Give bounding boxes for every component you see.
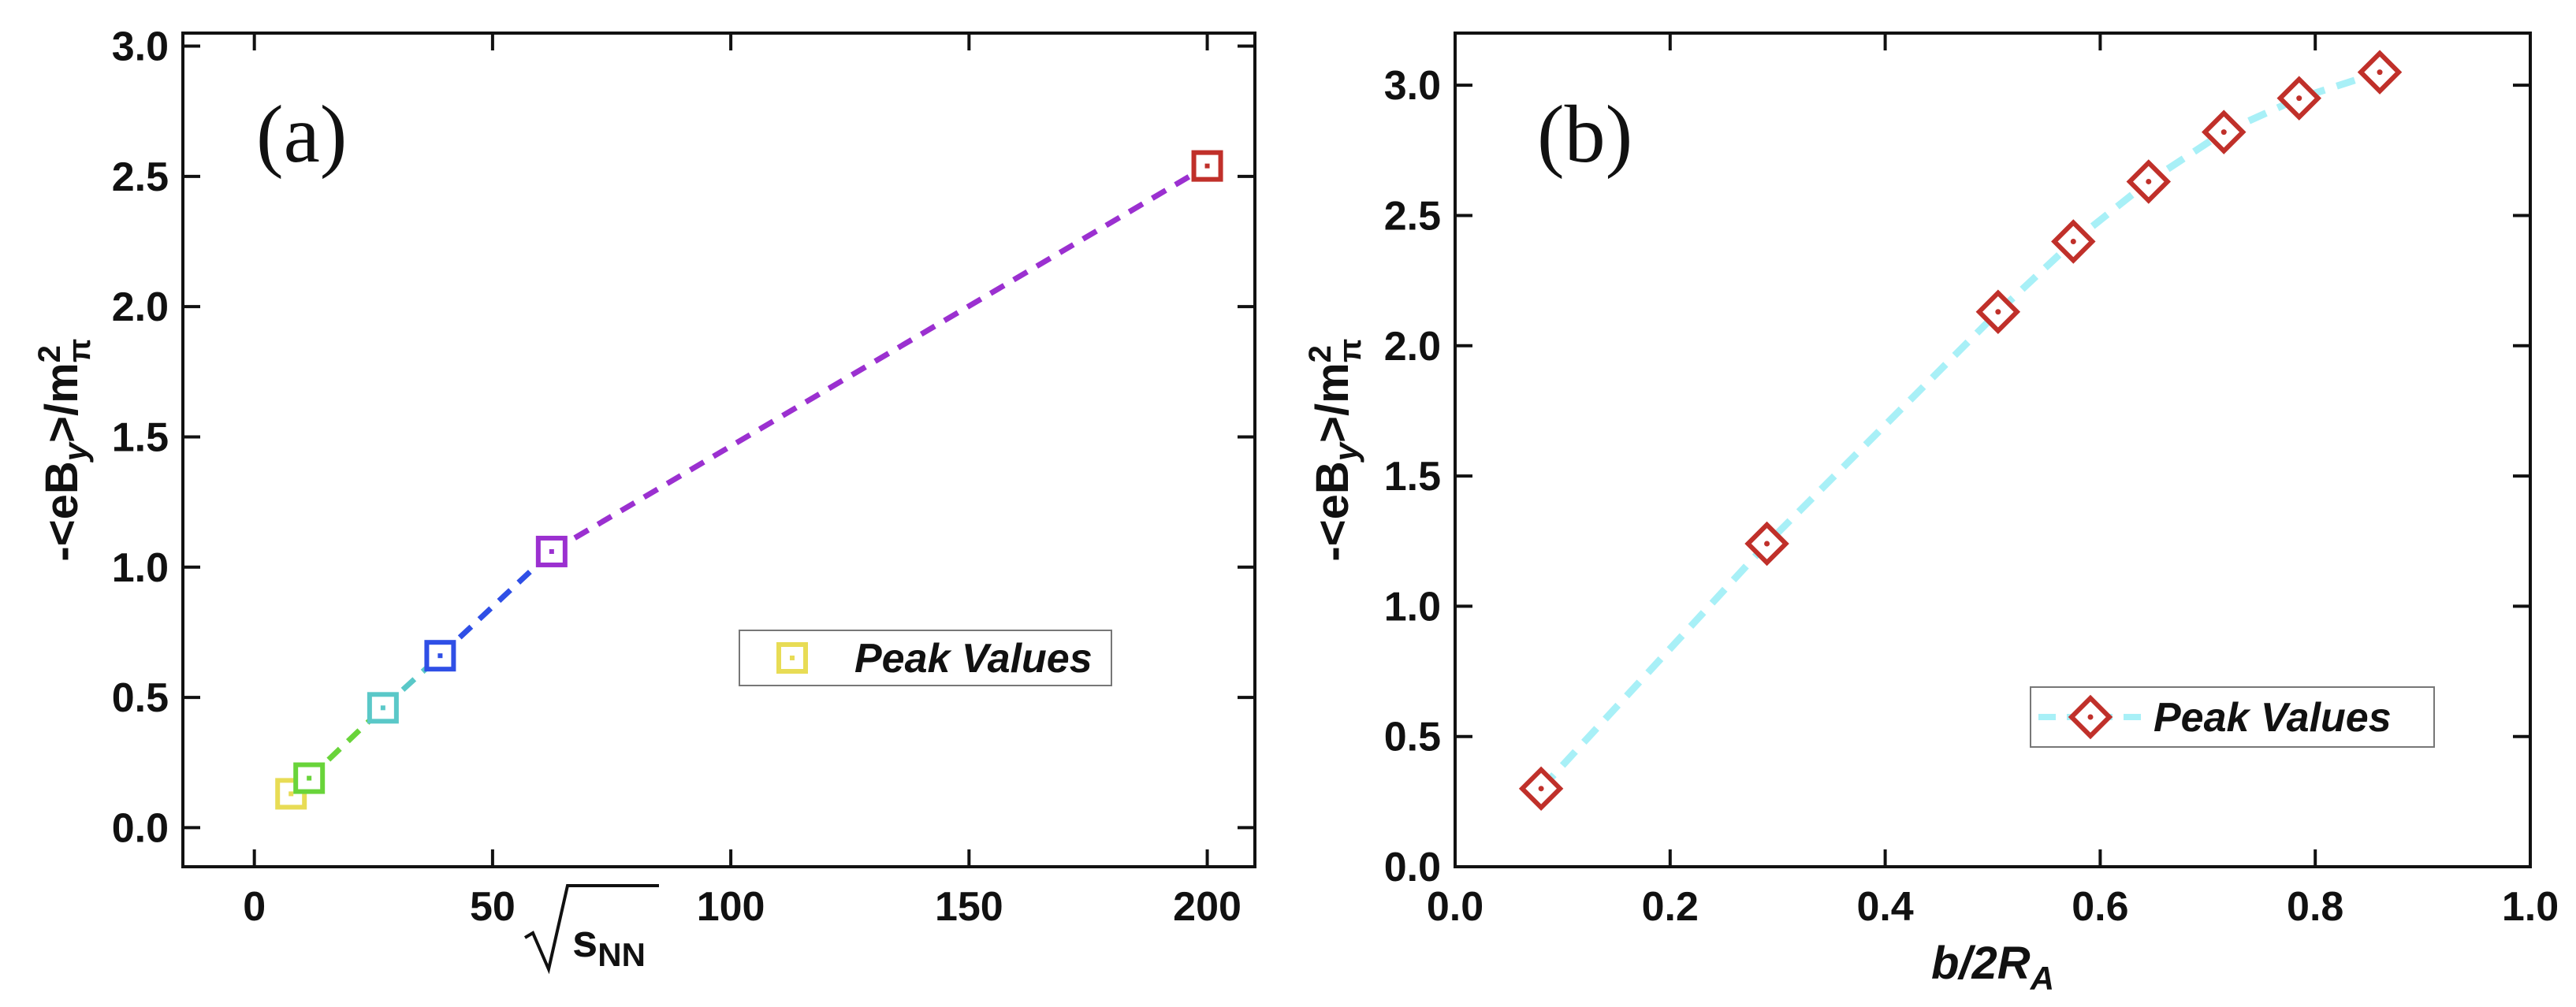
panel-b-xtick-label: 0.0 [1427, 884, 1483, 930]
panel-a-xlabel: sNN [523, 884, 659, 975]
panel-a-ytick-label: 0.0 [112, 805, 169, 851]
data-point [1975, 289, 2021, 335]
panel-a-ytick-label: 2.5 [112, 154, 169, 200]
data-point-center [288, 791, 294, 797]
data-point [1518, 766, 1564, 812]
panel-b-xtick-label: 0.2 [1642, 884, 1699, 930]
sqrt-symbol [523, 884, 659, 975]
panel-b-label: (b) [1537, 89, 1632, 180]
panel-b: 0.0 0.2 0.4 0.6 0.8 1.00.00.51.01.52.02.53.0 … [1303, 32, 2559, 997]
data-point-center [2220, 129, 2227, 136]
data-point-center [2070, 239, 2076, 244]
panel-b-legend: Peak Values [2030, 686, 2435, 748]
panel-a-ylabel: -<eBy>/m2π [32, 338, 97, 561]
data-point-shape [293, 762, 326, 794]
panel-b-ytick-label: 1.0 [1384, 584, 1441, 630]
svg-text:sNN: sNN [572, 916, 646, 973]
panel-b-ticks: 0.0 0.2 0.4 0.6 0.8 1.0 0.0 0.5 1.0 1.5 2.0 2.5 3.0 [1384, 33, 2559, 930]
panel-a-ytick-label: 1.5 [112, 414, 169, 460]
panel-b-legend-marker [2068, 694, 2113, 740]
panel-b-ytick-label: 3.0 [1384, 63, 1441, 109]
panel-b-lines [1538, 69, 2381, 791]
data-point-center [307, 775, 312, 781]
panel-a-xtick-label: 50 [470, 884, 516, 930]
panel-b-ytick-label: 1.5 [1384, 454, 1441, 500]
panel-b-xtick-label: 0.4 [1856, 884, 1913, 930]
data-point-center [1204, 163, 1210, 169]
panel-b-xlabel-base: b/2R [1931, 938, 2031, 989]
data-point [1744, 521, 1789, 567]
data-point [535, 535, 568, 567]
panel-a-xtick-label: 100 [697, 884, 765, 930]
data-point [2051, 219, 2096, 264]
data-point-center [2377, 69, 2383, 76]
data-point [367, 692, 399, 724]
panel-b-frame [1454, 32, 2532, 868]
panel-a-legend-label: Peak Values [854, 636, 1093, 682]
data-point [2202, 110, 2247, 154]
data-point [2276, 76, 2321, 121]
panel-b-xlabel-sub: A [2030, 960, 2054, 997]
data-point-center [1764, 541, 1770, 547]
panel-b-xtick-label: 0.8 [2287, 884, 2343, 930]
panel-b-ytick-label: 2.0 [1384, 324, 1441, 370]
legend-diamond-marker-center [2087, 714, 2094, 720]
legend-diamond-marker [2068, 694, 2113, 740]
panel-b-xtick-label: 1.0 [2502, 884, 2559, 930]
data-point-center [2296, 95, 2302, 102]
data-point [2126, 159, 2172, 204]
data-point-center [437, 653, 443, 659]
panel-b-xtick-label: 0.6 [2072, 884, 2128, 930]
panel-a-legend-marker [776, 642, 808, 674]
data-point-center [1538, 786, 1544, 792]
panel-a-frame [181, 32, 1256, 868]
panel-a-lines [288, 163, 1209, 797]
series-line [1538, 69, 2381, 791]
data-point [293, 762, 326, 794]
data-point-center [2146, 178, 2152, 184]
panel-a-ticks: 0 50 100 150 200 0.0 0.5 1.0 1.5 2.0 2.5 3.0 [112, 24, 1255, 930]
panel-b-legend-label: Peak Values [2153, 695, 2392, 741]
legend-square-marker [776, 642, 808, 674]
panel-a-xlabel-sub: NN [597, 936, 646, 973]
data-point [424, 640, 456, 672]
panel-a-ytick-label: 3.0 [112, 24, 169, 70]
panel-a: 0 50 100 150 200 0.0 0.5 1.0 1.5 2.0 2.5 3.0 (a) Pe… [32, 24, 1256, 975]
data-point [2357, 50, 2403, 95]
panel-a-points [275, 150, 1223, 810]
series-segment [550, 163, 1209, 554]
panel-b-ylabel: -<eBy>/m2π [1303, 338, 1368, 561]
panel-b-ytick-label: 0.5 [1384, 715, 1441, 760]
panel-a-ytick-label: 0.5 [112, 675, 169, 721]
panel-b-points [1518, 50, 2403, 812]
legend-square-marker-center [790, 656, 795, 660]
data-point-center [380, 705, 385, 711]
series-segment [438, 549, 554, 658]
panel-b-xlabel: b/2RA [1931, 938, 2054, 997]
panel-a-xtick-label: 200 [1173, 884, 1241, 930]
data-point [1191, 150, 1223, 182]
panel-a-xtick-label: 150 [935, 884, 1003, 930]
data-point-center [1995, 309, 2001, 315]
panel-a-ytick-label: 1.0 [112, 545, 169, 591]
panel-a-xlabel-base: s [572, 916, 597, 967]
panel-b-ytick-label: 2.5 [1384, 193, 1441, 239]
panel-a-xtick-label: 0 [243, 884, 266, 930]
panel-a-ytick-label: 2.0 [112, 284, 169, 330]
data-point-center [549, 548, 554, 554]
panel-b-ytick-label: 0.0 [1384, 845, 1441, 890]
panel-a-legend: Peak Values [739, 630, 1112, 686]
panel-a-label: (a) [256, 89, 347, 180]
